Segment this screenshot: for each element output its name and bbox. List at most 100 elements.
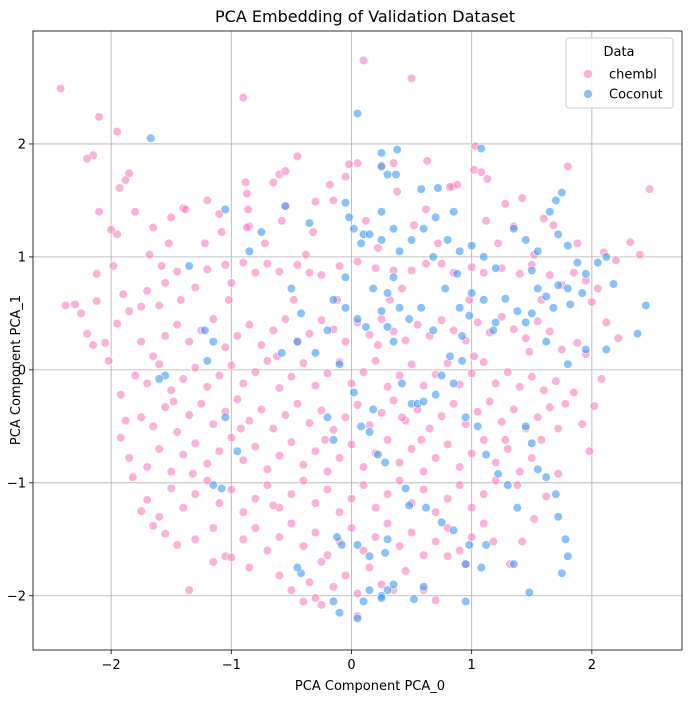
point-chembl — [545, 402, 555, 412]
point-chembl — [202, 195, 212, 206]
point-chembl — [130, 370, 140, 381]
point-coconut — [296, 308, 306, 318]
point-chembl — [148, 521, 158, 531]
point-chembl — [196, 399, 206, 409]
point-coconut — [557, 187, 567, 198]
point-chembl — [268, 500, 278, 511]
point-coconut — [452, 269, 462, 279]
point-chembl — [322, 485, 333, 495]
point-coconut — [328, 435, 339, 445]
point-chembl — [100, 338, 110, 348]
point-coconut — [467, 241, 477, 251]
point-chembl — [214, 446, 224, 456]
point-coconut — [551, 195, 561, 206]
point-chembl — [184, 337, 194, 347]
point-chembl — [274, 532, 284, 542]
point-chembl — [250, 494, 260, 504]
point-coconut — [541, 291, 551, 302]
point-coconut — [449, 525, 459, 535]
point-coconut — [553, 280, 563, 290]
point-chembl — [250, 268, 260, 278]
point-chembl — [449, 399, 459, 409]
point-chembl — [172, 427, 182, 437]
point-chembl — [298, 596, 309, 607]
point-coconut — [364, 551, 375, 561]
point-chembl — [560, 399, 571, 409]
point-chembl — [82, 154, 92, 164]
point-chembl — [217, 227, 227, 237]
point-coconut — [479, 295, 489, 305]
point-coconut — [382, 322, 393, 332]
point-coconut — [352, 108, 363, 119]
point-chembl — [515, 382, 525, 392]
legend-title: Data — [603, 45, 634, 60]
point-coconut — [394, 246, 405, 256]
point-chembl — [202, 382, 212, 392]
point-chembl — [569, 387, 579, 398]
point-coconut — [533, 464, 543, 474]
point-chembl — [118, 289, 128, 299]
point-chembl — [116, 433, 126, 443]
chart-title: PCA Embedding of Validation Dataset — [215, 7, 515, 26]
point-chembl — [172, 540, 182, 550]
point-coconut — [521, 317, 531, 328]
point-coconut — [376, 235, 387, 245]
point-chembl — [325, 180, 335, 190]
point-chembl — [352, 256, 363, 267]
axis-ticks: −2 −1 0 1 2 −2 −1 0 1 2 — [7, 137, 596, 673]
point-chembl — [521, 333, 531, 343]
point-coconut — [548, 303, 559, 313]
point-chembl — [166, 385, 176, 395]
point-chembl — [316, 315, 327, 325]
point-coconut — [488, 325, 498, 335]
point-chembl — [268, 325, 278, 335]
point-chembl — [491, 378, 501, 389]
point-chembl — [370, 263, 381, 273]
point-coconut — [217, 483, 227, 494]
point-chembl — [376, 314, 387, 324]
point-coconut — [527, 265, 537, 276]
point-coconut — [563, 283, 573, 294]
point-chembl — [587, 297, 597, 307]
point-chembl — [467, 262, 477, 272]
point-chembl — [409, 220, 419, 230]
point-chembl — [364, 562, 375, 573]
point-chembl — [422, 156, 432, 166]
point-chembl — [178, 449, 188, 460]
point-chembl — [370, 503, 381, 513]
point-chembl — [142, 495, 152, 505]
point-chembl — [304, 329, 315, 339]
point-coconut — [391, 169, 401, 180]
point-chembl — [509, 404, 519, 415]
point-chembl — [202, 264, 212, 274]
point-chembl — [352, 158, 363, 168]
point-coconut — [388, 579, 399, 590]
point-coconut — [404, 500, 414, 511]
point-coconut — [409, 594, 419, 604]
point-chembl — [220, 342, 230, 352]
point-chembl — [625, 237, 635, 247]
point-chembl — [242, 189, 252, 199]
point-coconut — [553, 229, 563, 239]
point-coconut — [563, 551, 573, 561]
point-chembl — [256, 340, 266, 350]
point-chembl — [517, 536, 527, 547]
point-coconut — [641, 300, 651, 311]
point-coconut — [476, 143, 486, 154]
point-coconut — [220, 204, 230, 215]
point-chembl — [202, 459, 212, 469]
point-coconut — [349, 224, 359, 234]
point-coconut — [380, 548, 390, 558]
point-coconut — [601, 252, 611, 262]
point-chembl — [416, 435, 426, 445]
point-chembl — [124, 306, 134, 316]
point-chembl — [340, 570, 351, 581]
point-chembl — [412, 320, 423, 330]
point-coconut — [461, 559, 471, 569]
point-chembl — [88, 340, 98, 350]
point-coconut — [455, 246, 465, 256]
point-chembl — [611, 255, 621, 265]
point-chembl — [238, 534, 248, 544]
point-chembl — [437, 259, 447, 269]
